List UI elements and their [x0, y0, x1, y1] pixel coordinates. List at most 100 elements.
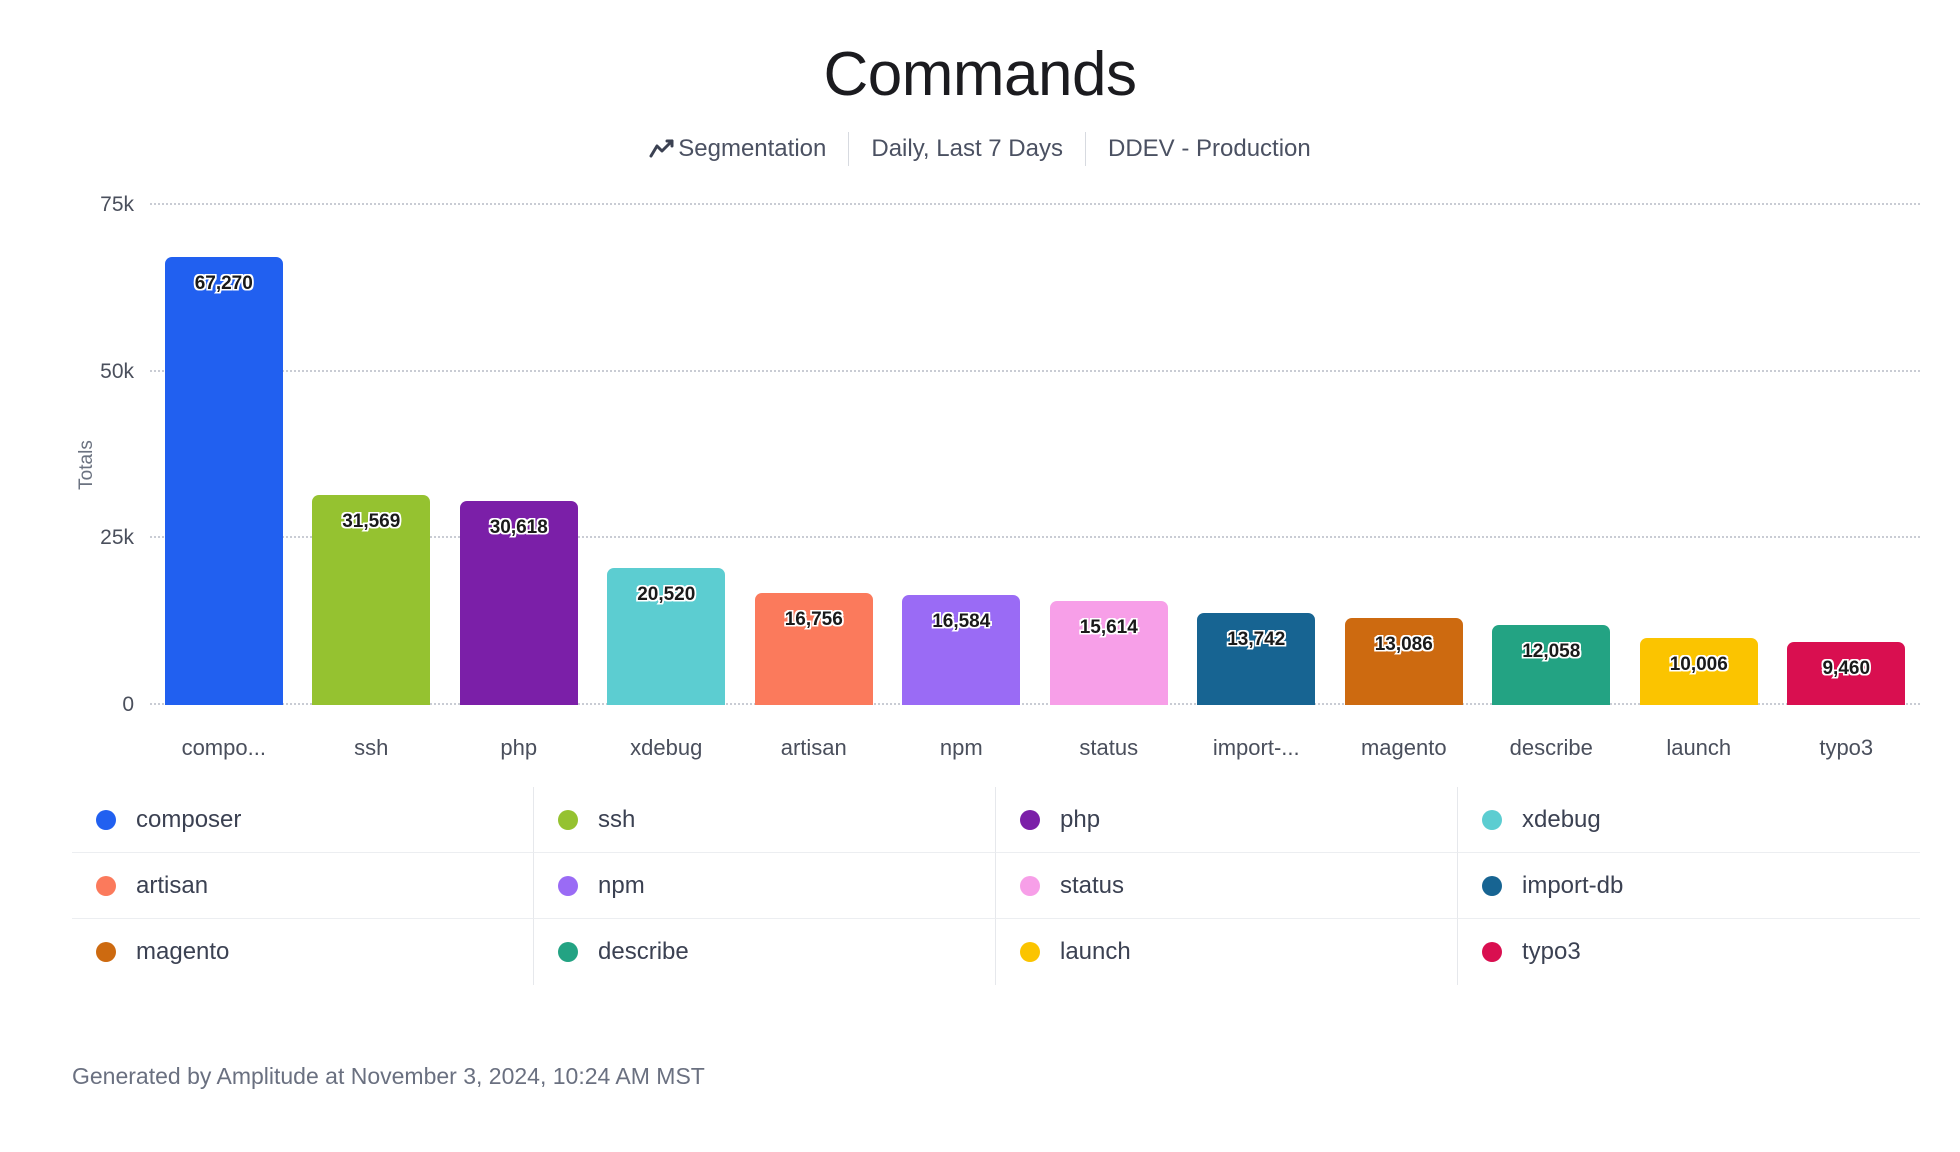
bar-value-label: 12,058	[1521, 639, 1582, 663]
legend-item[interactable]: ssh	[534, 787, 996, 854]
bar-slot: 13,742	[1183, 205, 1331, 706]
chart-legend: composer ssh php xdebug artisan npm status impo…	[72, 787, 1920, 986]
x-axis-tick-label: describe	[1509, 735, 1593, 761]
gridline: 25k	[100, 526, 1920, 549]
x-axis-tick-label: typo3	[1819, 735, 1874, 761]
x-axis-tick-label: import-...	[1212, 735, 1300, 761]
plot-region: 0 25k 50k 75k 67,270 31,569 30,618 20,520 16,75…	[100, 193, 1921, 716]
x-axis-tick-label: compo...	[181, 735, 266, 761]
bar-series: 67,270 31,569 30,618 20,520 16,756 16,584 15,6…	[150, 205, 1921, 706]
bar-slot: 16,584	[888, 205, 1036, 706]
y-axis-tick-label: 50k	[100, 359, 134, 383]
bar-slot: 20,520	[593, 205, 741, 706]
bar[interactable]: 10,006	[1639, 638, 1758, 706]
bar-value-label: 15,614	[1078, 616, 1139, 640]
bar-value-label: 13,742	[1226, 628, 1287, 652]
legend-color-dot	[1482, 809, 1502, 830]
legend-color-dot	[96, 942, 116, 963]
bar[interactable]: 9,460	[1787, 642, 1906, 706]
legend-item-label: composer	[136, 805, 242, 833]
bar[interactable]: 15,614	[1049, 601, 1168, 706]
legend-item[interactable]: php	[996, 787, 1458, 854]
legend-color-dot	[1020, 809, 1040, 830]
legend-item[interactable]: artisan	[72, 853, 534, 920]
legend-item[interactable]: magento	[72, 919, 534, 986]
legend-item[interactable]: describe	[534, 919, 996, 986]
x-axis-tick-label: magento	[1360, 735, 1447, 761]
bar-value-label: 10,006	[1668, 653, 1729, 677]
legend-color-dot	[96, 875, 116, 896]
y-axis-label: Totals	[75, 440, 97, 490]
gridline: 50k	[100, 360, 1920, 383]
bar[interactable]: 13,086	[1344, 617, 1463, 706]
legend-item[interactable]: import-db	[1458, 853, 1920, 920]
legend-item-label: typo3	[1522, 938, 1581, 966]
bar[interactable]: 13,742	[1197, 613, 1316, 706]
legend-item[interactable]: launch	[996, 919, 1458, 986]
bar[interactable]: 30,618	[459, 500, 578, 706]
subtitle-segment-interval-label: Daily, Last 7 Days	[871, 135, 1063, 163]
x-axis-tick-label: launch	[1666, 735, 1732, 761]
page-title: Commands	[823, 40, 1138, 109]
x-axis-tick-label: artisan	[780, 735, 847, 761]
legend-color-dot	[558, 809, 578, 830]
gridline: 0	[122, 693, 1920, 716]
bar-slot: 67,270	[150, 205, 298, 706]
legend-item-label: npm	[598, 871, 645, 899]
subtitle-segment-type[interactable]: Segmentation	[649, 129, 848, 169]
bar[interactable]: 12,058	[1492, 624, 1611, 706]
legend-item[interactable]: typo3	[1458, 919, 1920, 985]
legend-color-dot	[558, 875, 578, 896]
bar[interactable]: 16,756	[754, 593, 873, 706]
x-axis-tick-label: php	[500, 735, 538, 761]
legend-item-label: artisan	[136, 871, 209, 899]
legend-item[interactable]: status	[996, 853, 1458, 920]
x-axis: compo... ssh php xdebug artisan npm status impo…	[0, 735, 1960, 761]
bar-value-label: 9,460	[1821, 657, 1872, 681]
legend-color-dot	[1482, 875, 1502, 896]
legend-item-label: php	[1060, 805, 1101, 833]
bar[interactable]: 16,584	[902, 594, 1021, 706]
bar-slot: 31,569	[298, 205, 446, 706]
y-axis-tick-label: 75k	[100, 193, 134, 217]
legend-color-dot	[1020, 942, 1040, 963]
x-axis-tick-label: npm	[939, 735, 983, 761]
legend-item-label: status	[1060, 871, 1125, 899]
x-axis-tick-label: ssh	[354, 735, 389, 761]
legend-item-label: ssh	[598, 805, 636, 833]
bar-slot: 15,614	[1035, 205, 1183, 706]
bar-value-label: 31,569	[341, 509, 402, 533]
legend-item-label: launch	[1060, 938, 1131, 966]
bar-slot: 9,460	[1773, 205, 1921, 706]
subtitle-segment-project-label: DDEV - Production	[1107, 135, 1311, 163]
legend-color-dot	[558, 942, 578, 963]
legend-item-label: xdebug	[1522, 805, 1601, 833]
x-axis-tick-label: xdebug	[630, 735, 703, 761]
subtitle-divider-1	[848, 132, 850, 167]
subtitle-segment-project[interactable]: DDEV - Production	[1086, 129, 1311, 169]
bar[interactable]: 31,569	[312, 494, 431, 706]
chart-subtitle-bar: Segmentation Daily, Last 7 Days DDEV - P…	[0, 129, 1960, 169]
bar[interactable]: 67,270	[164, 256, 283, 706]
bar-slot: 13,086	[1330, 205, 1478, 706]
chart-area: Totals 0 25k 50k 75k 67,270 31,569 30,618 20,5…	[0, 193, 1960, 725]
legend-color-dot	[1020, 875, 1040, 896]
subtitle-segment-interval[interactable]: Daily, Last 7 Days	[849, 129, 1085, 169]
x-axis-tick-label: status	[1079, 735, 1139, 761]
legend-color-dot	[1482, 942, 1502, 963]
legend-item[interactable]: composer	[72, 787, 534, 854]
bar-slot: 10,006	[1625, 205, 1773, 706]
legend-item[interactable]: npm	[534, 853, 996, 920]
bar-value-label: 67,270	[193, 271, 254, 295]
legend-item[interactable]: xdebug	[1458, 787, 1920, 854]
bar-slot: 16,756	[740, 205, 888, 706]
y-axis-tick-label: 0	[122, 693, 134, 717]
line-chart-icon	[649, 138, 675, 160]
legend-item-label: import-db	[1522, 871, 1624, 899]
bar-value-label: 16,756	[783, 608, 844, 632]
y-axis-tick-label: 25k	[100, 526, 134, 550]
bar-value-label: 13,086	[1373, 632, 1434, 656]
legend-color-dot	[96, 809, 116, 830]
bar[interactable]: 20,520	[607, 568, 726, 706]
